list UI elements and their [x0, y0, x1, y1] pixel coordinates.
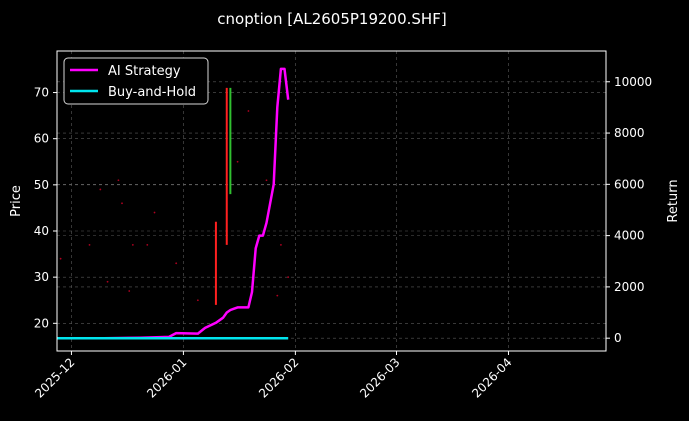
- y-right-tick-label: 8000: [614, 126, 645, 140]
- price-marker: [121, 202, 123, 205]
- y-left-tick-label: 70: [34, 86, 49, 100]
- price-marker: [276, 294, 279, 297]
- legend-box: [63, 57, 209, 105]
- y-right-tick-label: 10000: [614, 75, 652, 89]
- price-marker: [131, 243, 134, 246]
- price-marker: [236, 160, 239, 163]
- y-right-tick-label: 2000: [614, 280, 645, 294]
- legend-label-buy-and-hold: Buy-and-Hold: [108, 85, 196, 100]
- y-right-tick-label: 6000: [614, 177, 645, 191]
- price-marker: [175, 262, 178, 265]
- price-marker: [99, 188, 102, 191]
- legend: AI Strategy Buy-and-Hold: [63, 57, 209, 105]
- plot-frame: [56, 50, 607, 352]
- y-right-axis-label: Return: [666, 179, 681, 222]
- price-marker: [128, 290, 131, 292]
- series-line-ai-strategy: [57, 67, 290, 340]
- price-marker: [196, 299, 199, 302]
- price-marker: [146, 243, 149, 246]
- y-right-tick-label: 0: [614, 331, 622, 345]
- price-marker: [153, 211, 156, 214]
- y-right-tick-label: 4000: [614, 229, 645, 243]
- y-left-tick-label: 60: [34, 132, 49, 146]
- price-marker: [59, 257, 62, 260]
- y-left-tick-label: 30: [34, 270, 49, 284]
- legend-label-ai-strategy: AI Strategy: [108, 64, 181, 79]
- price-marker: [265, 179, 268, 182]
- price-marker: [88, 243, 91, 246]
- price-marker: [106, 280, 109, 283]
- y-left-tick-label: 50: [34, 178, 49, 192]
- price-marker: [287, 276, 290, 279]
- chart-title: cnoption [AL2605P19200.SHF]: [217, 10, 446, 28]
- price-marker: [247, 110, 250, 112]
- price-marker: [280, 243, 282, 246]
- y-left-tick-label: 40: [34, 224, 49, 238]
- y-left-tick-label: 20: [34, 316, 49, 330]
- price-marker: [117, 179, 120, 182]
- y-left-axis-label: Price: [9, 185, 24, 217]
